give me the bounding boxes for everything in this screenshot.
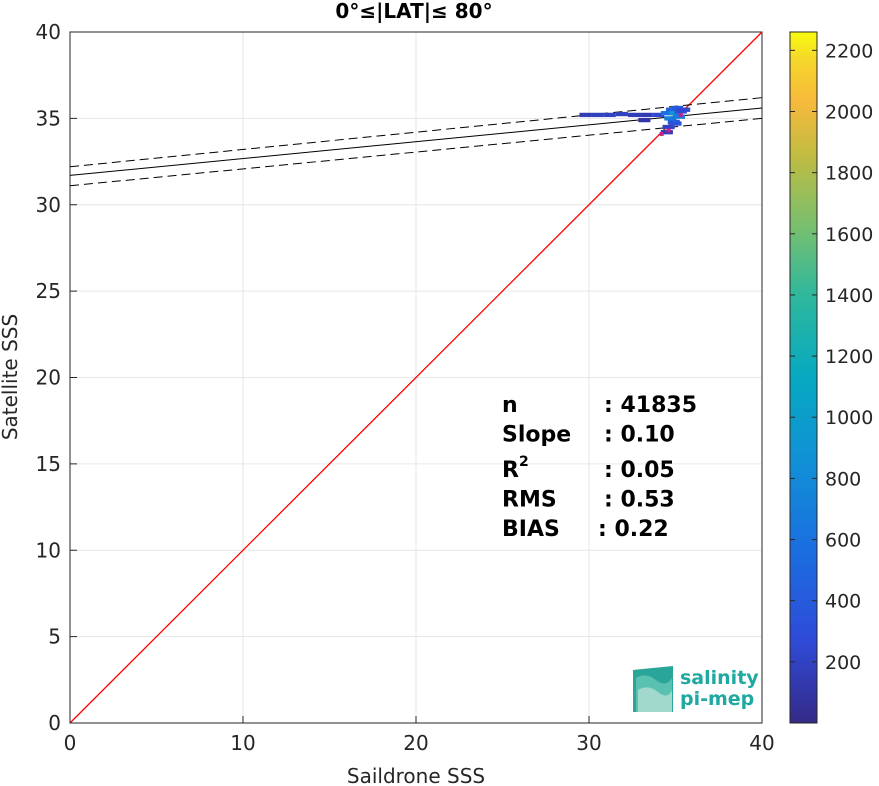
chart-title: 0°≤|LAT|≤ 80° (335, 0, 492, 23)
logo-line1: salinity (680, 667, 759, 689)
x-tick-label: 20 (403, 731, 428, 755)
density-cell (603, 112, 616, 118)
colorbar-tick-label: 1200 (825, 346, 873, 368)
colorbar-gradient (789, 31, 818, 724)
colorbar-tick-label: 1000 (825, 407, 873, 429)
density-cell (638, 117, 651, 123)
stat-superscript: 2 (519, 454, 529, 470)
y-tick-label: 10 (36, 538, 61, 562)
colorbar-tick-label: 200 (825, 652, 861, 674)
stat-label: RMS (502, 488, 557, 513)
density-cell (591, 112, 604, 118)
density-cells (579, 105, 691, 136)
y-tick-label: 0 (48, 711, 61, 735)
colorbar-tick-label: 1800 (825, 163, 873, 185)
x-axis-label: Saildrone SSS (347, 764, 485, 786)
stat-value: : 41835 (604, 393, 697, 418)
stat-label: BIAS (502, 517, 560, 542)
density-cell (640, 112, 653, 118)
salinity-pi-mep-logo: salinity pi-mep (633, 666, 759, 712)
density-cell (660, 111, 673, 116)
stat-label: Slope (502, 423, 571, 448)
density-cell (662, 124, 675, 130)
colorbar: 200 400 600 800 1000 1200 1400 1600 1800 2000 2200 (789, 31, 873, 724)
colorbar-tick-label: 1400 (825, 285, 873, 307)
density-cell (671, 105, 684, 111)
regression-bound-line (69, 97, 763, 168)
colorbar-tick-label: 800 (825, 468, 861, 490)
colorbar-ticks: 200 400 600 800 1000 1200 1400 1600 1800 2000 2200 (790, 40, 873, 674)
y-tick-label: 35 (36, 106, 61, 130)
density-cell (627, 112, 641, 118)
axis-ticks: 0 10 20 30 40 0 5 10 15 20 25 30 35 40 (36, 20, 775, 755)
x-tick-label: 30 (576, 731, 601, 755)
density-cell (664, 116, 677, 121)
stat-value: : 0.53 (604, 488, 675, 513)
fit-lines (69, 31, 763, 724)
colorbar-tick-label: 400 (825, 591, 861, 613)
stat-value: : 0.05 (604, 458, 675, 483)
y-tick-label: 20 (36, 366, 61, 390)
colorbar-tick-label: 2000 (825, 101, 873, 123)
stats-box: n : 41835 Slope : 0.10 R 2 : 0.05 RMS : 0.53 BIAS… (502, 393, 697, 542)
y-axis-label: Satellite SSS (0, 314, 22, 440)
regression-bound-line (69, 117, 763, 187)
colorbar-tick-label: 600 (825, 530, 861, 552)
logo-line2: pi-mep (680, 688, 754, 710)
x-tick-label: 40 (749, 731, 774, 755)
one-to-one-line (69, 31, 763, 724)
density-cell (678, 107, 691, 112)
stat-value: : 0.22 (598, 517, 669, 542)
stat-label: R (502, 458, 519, 483)
y-tick-label: 25 (36, 279, 61, 303)
density-cell (652, 112, 665, 118)
density-cell (615, 111, 628, 117)
y-tick-label: 5 (48, 625, 61, 649)
colorbar-tick-label: 2200 (825, 40, 873, 62)
stat-value: : 0.10 (604, 423, 675, 448)
y-tick-label: 30 (36, 193, 61, 217)
outlier-cell (678, 112, 683, 117)
stat-label: n (502, 393, 518, 418)
colorbar-tick-label: 1600 (825, 224, 873, 246)
y-tick-label: 40 (36, 20, 61, 44)
density-cell (669, 121, 682, 126)
density-cell (579, 112, 592, 118)
outlier-cell (666, 128, 671, 133)
outlier-cell (659, 131, 664, 136)
x-tick-label: 0 (64, 731, 77, 755)
y-tick-label: 15 (36, 452, 61, 476)
x-tick-label: 10 (230, 731, 255, 755)
